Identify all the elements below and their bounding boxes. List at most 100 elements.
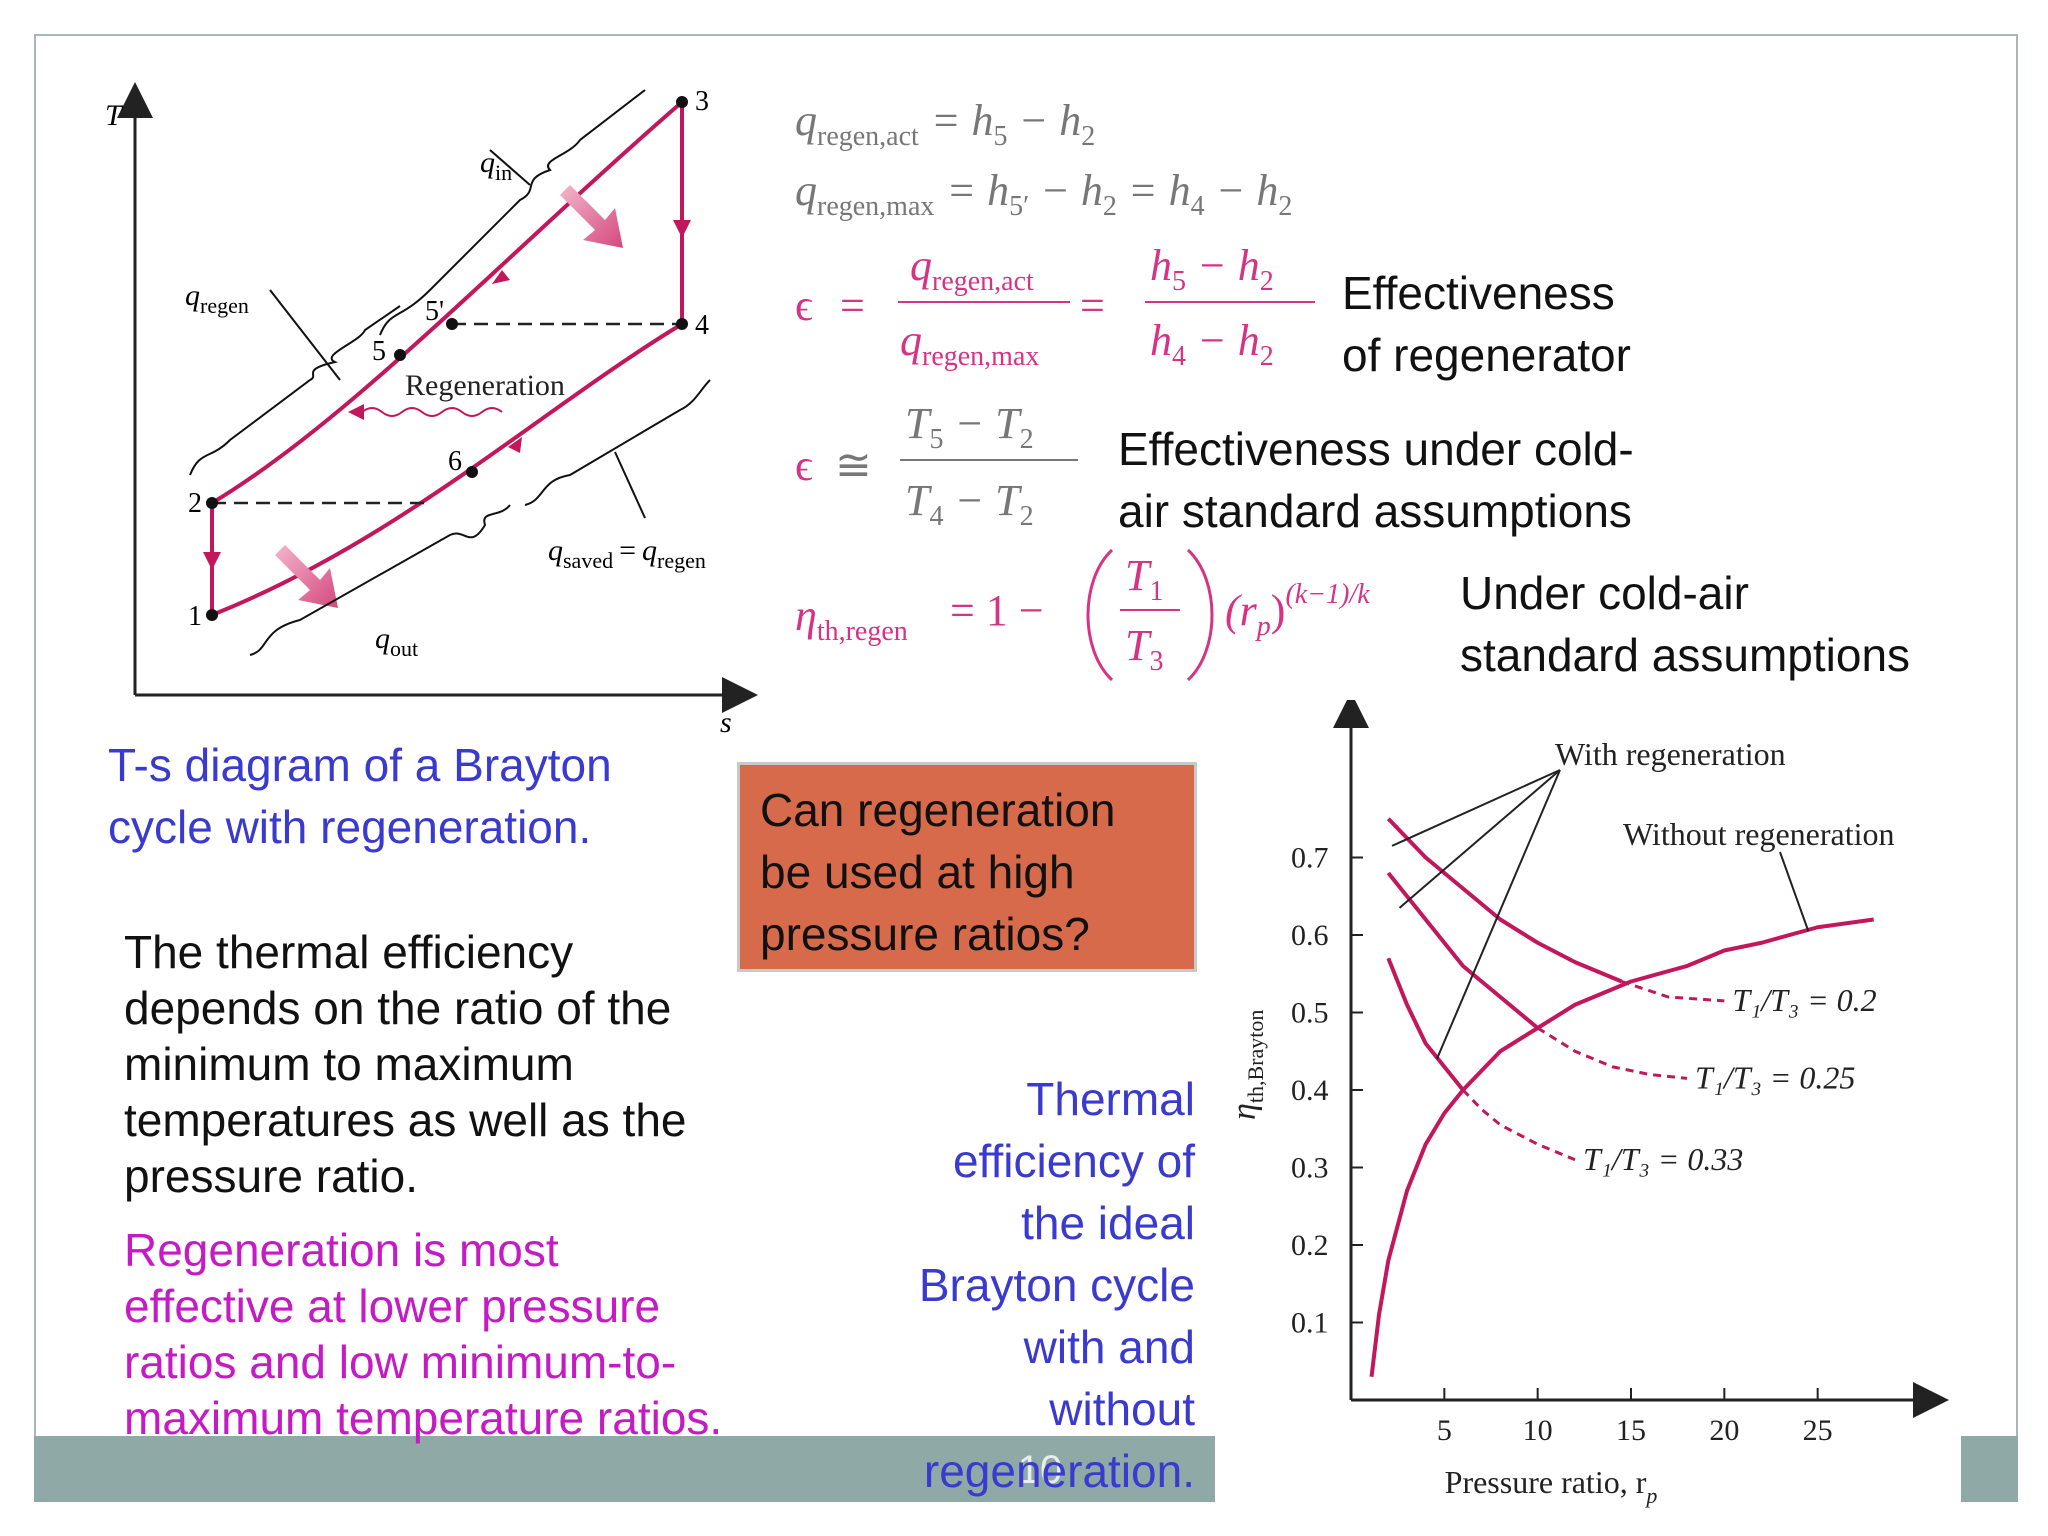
eta-symbol: η	[795, 591, 817, 640]
x-tick-label: 15	[1616, 1414, 1646, 1447]
svg-text:qregen,max= h5′ − h2 = h4 − h2: qregen,max = h5′ − h2 = h4 − h2	[795, 166, 1292, 222]
svg-text:qregen,act= h5 − h2: qregen,act = h5 − h2	[795, 96, 1095, 152]
arrow-regen	[348, 404, 364, 420]
point-6-label: 6	[448, 446, 462, 477]
highlight-line1: Regeneration is most	[124, 1224, 559, 1276]
ts-caption-line2: cycle with regeneration.	[108, 801, 592, 853]
thermal-line5: with and	[1023, 1321, 1195, 1373]
series-line-regen-2	[1386, 871, 1539, 1030]
x-tick-label: 25	[1803, 1414, 1833, 1447]
eta-frac-den: T	[1125, 621, 1153, 670]
efficiency-chart: 0.1 0.2 0.3 0.4 0.5 0.6 0.7 5 10 15 20 25 Pressure r…	[1226, 700, 1949, 1508]
effectiveness-line1: Effectiveness	[1342, 267, 1615, 319]
series-line-regen-dashed-2	[1536, 1026, 1688, 1080]
frac2-den-sub1: 4	[1172, 341, 1186, 372]
series-label-2: T₁/T₃ = 0.25	[1695, 1059, 1855, 1095]
svg-text:T3: T3	[1125, 621, 1163, 677]
eta-sub: th,regen	[817, 616, 908, 647]
series-label-3: T₁/T₃ = 0.33	[1583, 1141, 1743, 1177]
y-tick-label: 0.2	[1291, 1229, 1329, 1262]
frac3-den-sub1: 4	[929, 501, 943, 532]
arrow-1-2	[203, 552, 221, 570]
eta-rhs: = 1 −	[950, 586, 1044, 635]
eff-equals-1: =	[840, 281, 865, 330]
frac2-num-mid: − h	[1186, 241, 1260, 290]
svg-text:qin: qin	[480, 146, 512, 185]
ts-caption: T-s diagram of a Brayton cycle with rege…	[108, 734, 612, 858]
thermal-line3: the ideal	[1021, 1197, 1195, 1249]
thermal-caption: Thermal efficiency of the ideal Brayton …	[865, 1068, 1195, 1502]
eq2-rhs-a: = h	[946, 166, 1009, 215]
svg-text:qout: qout	[375, 622, 418, 661]
approx-symbol: ≅	[835, 441, 872, 490]
q-saved-leader	[614, 451, 646, 519]
chart-series	[1369, 817, 1874, 1377]
frac3-num-sub2: 2	[1020, 424, 1034, 455]
under-cold-label: Under cold-air standard assumptions	[1460, 562, 1910, 686]
frac1-den-sub: regen,max	[922, 341, 1039, 372]
eq2-rhs-c-sub: 4	[1191, 191, 1205, 222]
frac3-den-mid: − T	[943, 476, 1023, 525]
svg-text:qregen: qregen	[185, 279, 249, 318]
ts-diagram: T s 1 2 3 4 5 5' 6 qin qout qregen qsave	[105, 82, 758, 739]
body-line2: depends on the ratio of the	[124, 982, 672, 1034]
braces	[189, 89, 711, 656]
x-axis-label: Pressure ratio, rp	[1445, 1464, 1658, 1508]
y-tick-label: 0.6	[1291, 919, 1329, 952]
chart-axes: 0.1 0.2 0.3 0.4 0.5 0.6 0.7 5 10 15 20 25 Pressure r…	[1226, 700, 1949, 1508]
t-axis-label: T	[105, 99, 124, 132]
svg-text:qregen,max: qregen,max	[900, 316, 1039, 372]
leader-with-2	[1398, 769, 1561, 909]
eta-rp-sub: p	[1255, 611, 1271, 642]
frac1-num-sub: regen,act	[932, 266, 1034, 297]
thermal-line1: Thermal	[1026, 1073, 1195, 1125]
thermal-line4: Brayton cycle	[918, 1259, 1195, 1311]
eta-frac-den-sub: 3	[1149, 646, 1163, 677]
x-tick-label: 5	[1437, 1414, 1452, 1447]
under-cold-line1: Under cold-air	[1460, 567, 1749, 619]
body-paragraph: The thermal efficiency depends on the ra…	[124, 924, 687, 1204]
eff-symbol: ϵ	[795, 281, 813, 330]
svg-text:(rp)(k−1)/k: (rp)(k−1)/k	[1225, 579, 1370, 642]
svg-text:h4 − h2: h4 − h2	[1150, 316, 1274, 372]
y-tick-label: 0.4	[1291, 1074, 1329, 1107]
leader-with-1	[1391, 769, 1561, 847]
cycle-points	[206, 96, 688, 621]
frac3-num-mid: − T	[943, 399, 1023, 448]
frac2-num-sub1: 5	[1172, 266, 1186, 297]
q-in-leader	[489, 149, 531, 186]
svg-text:T4 − T2: T4 − T2	[905, 476, 1034, 532]
cold-air-line2: air standard assumptions	[1118, 485, 1632, 537]
q-in-sub: in	[495, 160, 512, 185]
eta-frac-num-sub: 1	[1149, 576, 1163, 607]
frac3-den-sub2: 2	[1020, 501, 1034, 532]
q-regen-sub: regen	[200, 293, 249, 318]
heat-out-arrow	[275, 545, 338, 608]
eq2-rhs-b: − h	[1029, 166, 1103, 215]
highlight-line4: maximum temperature ratios.	[124, 1392, 723, 1444]
body-line5: pressure ratio.	[124, 1150, 419, 1202]
s-axis-label: s	[720, 706, 732, 739]
highlight-line3: ratios and low minimum-to-	[124, 1336, 677, 1388]
effectiveness-label: Effectiveness of regenerator	[1342, 262, 1631, 386]
series-line-regen-1	[1386, 817, 1623, 984]
frac1-num: q	[910, 241, 932, 290]
eq2-rhs-d-sub: 2	[1278, 191, 1292, 222]
heat-in-arrow	[560, 185, 623, 248]
regeneration-wave	[361, 407, 503, 417]
y-tick-label: 0.1	[1291, 1307, 1329, 1340]
frac3-num-sub1: 5	[929, 424, 943, 455]
arrow-up-curve	[492, 270, 510, 284]
frac3-den: T	[905, 476, 933, 525]
regeneration-label: Regeneration	[405, 369, 565, 402]
svg-text:h5 − h2: h5 − h2	[1150, 241, 1274, 297]
eq1-rhs-sub1: 5	[994, 121, 1008, 152]
frac1-den: q	[900, 316, 922, 365]
cold-air-line1: Effectiveness under cold-	[1118, 423, 1634, 475]
frac2-num-sub2: 2	[1260, 266, 1274, 297]
svg-text:T5 − T2: T5 − T2	[905, 399, 1034, 455]
leader-with-3	[1435, 769, 1561, 1060]
question-line3: pressure ratios?	[760, 908, 1090, 960]
eq2-rhs-b-sub: 2	[1103, 191, 1117, 222]
body-line4: temperatures as well as the	[124, 1094, 687, 1146]
